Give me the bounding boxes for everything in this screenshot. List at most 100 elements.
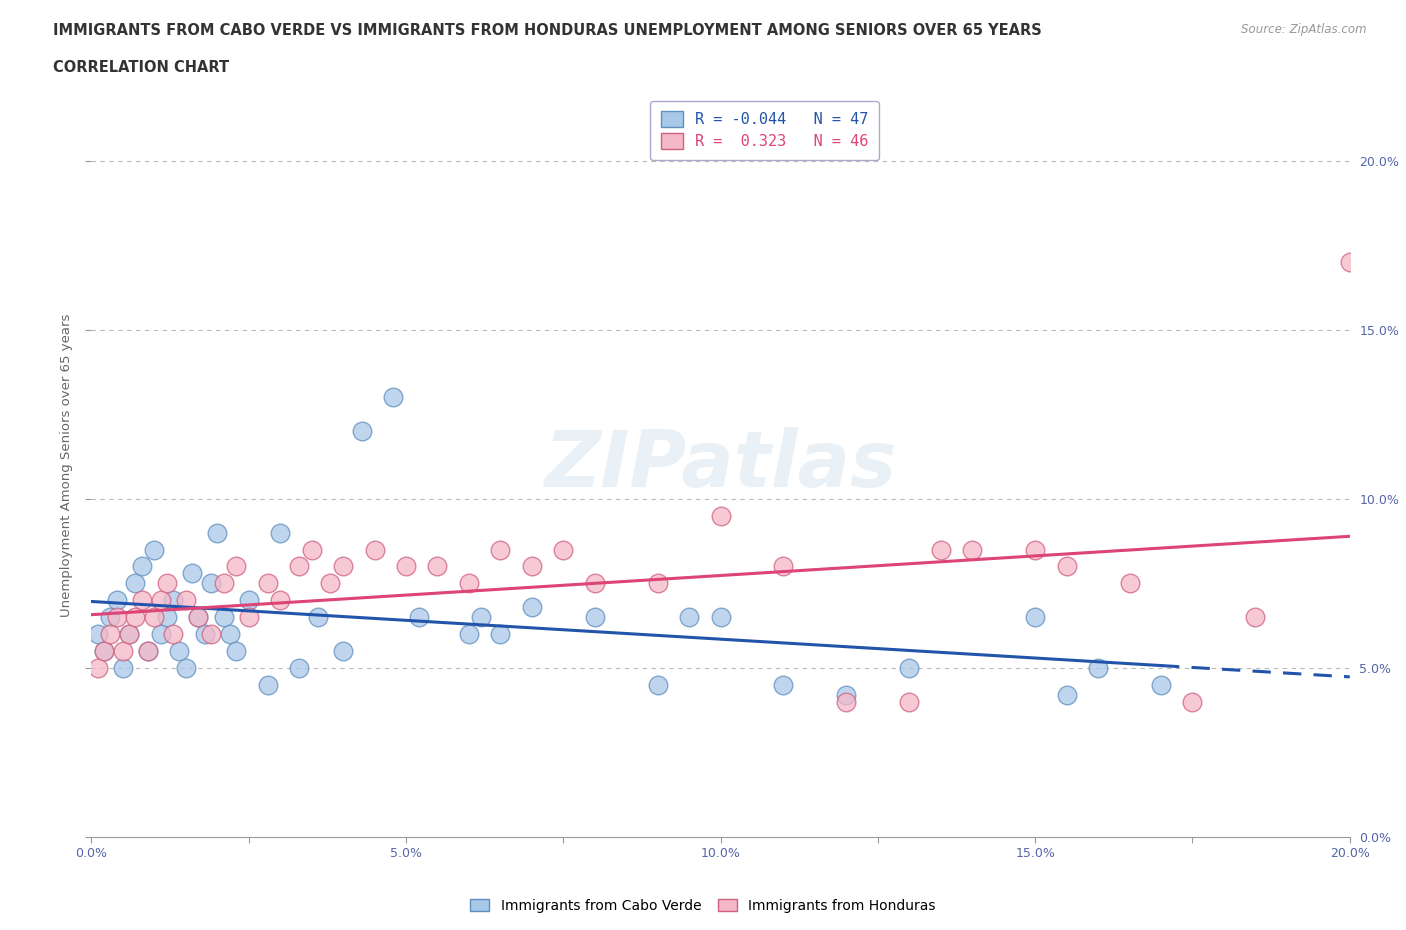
Point xyxy=(212,610,235,625)
Point xyxy=(1087,660,1109,675)
Point xyxy=(835,695,858,710)
Point xyxy=(181,565,204,580)
Point xyxy=(426,559,449,574)
Point xyxy=(363,542,385,557)
Point xyxy=(1056,687,1078,702)
Point xyxy=(1118,576,1140,591)
Point xyxy=(174,660,197,675)
Point xyxy=(1024,542,1046,557)
Point xyxy=(86,660,108,675)
Point xyxy=(131,559,153,574)
Point xyxy=(553,542,575,557)
Point xyxy=(678,610,700,625)
Point xyxy=(136,644,159,658)
Point xyxy=(962,542,984,557)
Point xyxy=(194,627,217,642)
Point xyxy=(98,610,121,625)
Text: ZIPatlas: ZIPatlas xyxy=(544,427,897,503)
Point xyxy=(174,592,197,607)
Point xyxy=(772,677,794,692)
Point xyxy=(149,592,172,607)
Point xyxy=(111,644,134,658)
Point xyxy=(301,542,323,557)
Point xyxy=(93,644,115,658)
Point xyxy=(319,576,342,591)
Point xyxy=(162,592,184,607)
Point xyxy=(162,627,184,642)
Point xyxy=(205,525,228,540)
Point xyxy=(156,576,179,591)
Point xyxy=(143,542,166,557)
Text: Source: ZipAtlas.com: Source: ZipAtlas.com xyxy=(1241,23,1367,36)
Point xyxy=(1244,610,1267,625)
Point xyxy=(187,610,209,625)
Point xyxy=(156,610,179,625)
Point xyxy=(238,592,260,607)
Point xyxy=(98,627,121,642)
Point xyxy=(332,559,354,574)
Point xyxy=(395,559,418,574)
Point xyxy=(1024,610,1046,625)
Point xyxy=(709,610,731,625)
Point xyxy=(520,559,543,574)
Point xyxy=(457,576,479,591)
Point xyxy=(929,542,952,557)
Point xyxy=(457,627,479,642)
Point xyxy=(288,660,311,675)
Point xyxy=(256,576,278,591)
Point xyxy=(1181,695,1204,710)
Point xyxy=(200,576,222,591)
Point xyxy=(1339,255,1361,270)
Point xyxy=(256,677,278,692)
Legend: R = -0.044   N = 47, R =  0.323   N = 46: R = -0.044 N = 47, R = 0.323 N = 46 xyxy=(651,100,879,160)
Point xyxy=(350,424,373,439)
Point xyxy=(647,576,669,591)
Point xyxy=(218,627,240,642)
Point xyxy=(307,610,329,625)
Point xyxy=(111,660,134,675)
Point xyxy=(187,610,209,625)
Point xyxy=(489,627,512,642)
Point xyxy=(212,576,235,591)
Point xyxy=(709,509,731,524)
Y-axis label: Unemployment Among Seniors over 65 years: Unemployment Among Seniors over 65 years xyxy=(59,313,73,617)
Point xyxy=(225,644,247,658)
Point xyxy=(143,610,166,625)
Point xyxy=(118,627,141,642)
Point xyxy=(105,610,128,625)
Point xyxy=(470,610,492,625)
Text: CORRELATION CHART: CORRELATION CHART xyxy=(53,60,229,75)
Point xyxy=(898,660,921,675)
Point xyxy=(583,576,606,591)
Point xyxy=(408,610,430,625)
Point xyxy=(1150,677,1173,692)
Point xyxy=(647,677,669,692)
Point xyxy=(124,610,146,625)
Point xyxy=(118,627,141,642)
Point xyxy=(93,644,115,658)
Point xyxy=(200,627,222,642)
Point xyxy=(382,390,405,405)
Legend: Immigrants from Cabo Verde, Immigrants from Honduras: Immigrants from Cabo Verde, Immigrants f… xyxy=(464,894,942,919)
Point xyxy=(149,627,172,642)
Point xyxy=(86,627,108,642)
Point xyxy=(238,610,260,625)
Text: IMMIGRANTS FROM CABO VERDE VS IMMIGRANTS FROM HONDURAS UNEMPLOYMENT AMONG SENIOR: IMMIGRANTS FROM CABO VERDE VS IMMIGRANTS… xyxy=(53,23,1042,38)
Point xyxy=(136,644,159,658)
Point xyxy=(269,525,291,540)
Point xyxy=(489,542,512,557)
Point xyxy=(1056,559,1078,574)
Point xyxy=(105,592,128,607)
Point xyxy=(225,559,247,574)
Point xyxy=(269,592,291,607)
Point xyxy=(520,600,543,615)
Point xyxy=(583,610,606,625)
Point xyxy=(332,644,354,658)
Point xyxy=(288,559,311,574)
Point xyxy=(772,559,794,574)
Point xyxy=(124,576,146,591)
Point xyxy=(131,592,153,607)
Point xyxy=(169,644,191,658)
Point xyxy=(898,695,921,710)
Point xyxy=(835,687,858,702)
